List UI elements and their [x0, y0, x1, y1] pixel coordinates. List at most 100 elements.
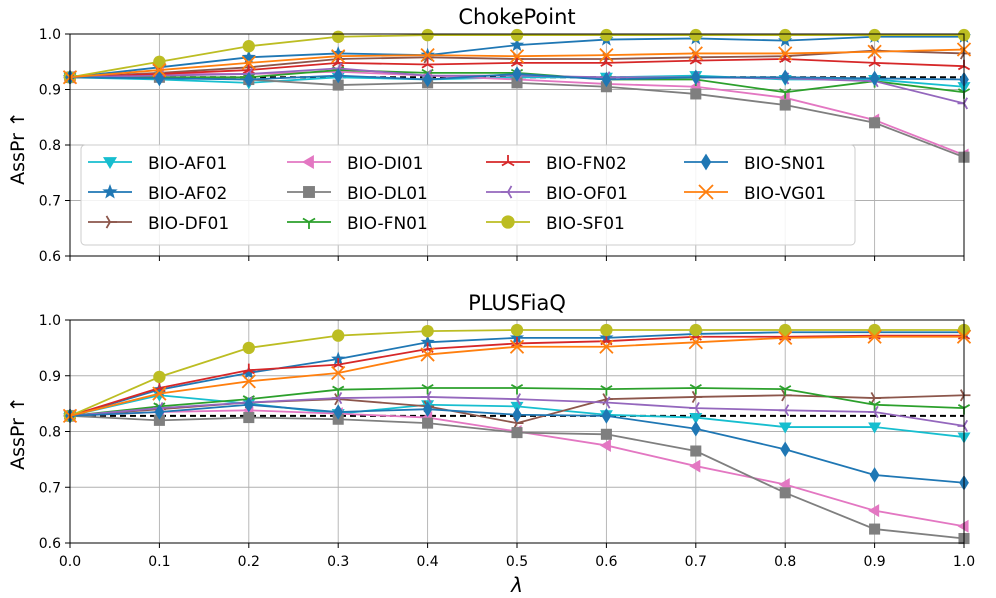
- legend-marker: [501, 185, 513, 199]
- data-point: [779, 99, 791, 111]
- x-tick-label: 0.9: [863, 554, 885, 570]
- data-point: [332, 329, 345, 342]
- data-point: [512, 66, 522, 82]
- y-tick-label: 0.9: [39, 83, 61, 99]
- data-point: [601, 71, 612, 88]
- legend-marker: [302, 217, 316, 229]
- legend-label: BIO-AF02: [148, 184, 227, 204]
- legend-box: [80, 144, 856, 246]
- data-point: [510, 383, 524, 395]
- legend-marker: [105, 215, 117, 229]
- legend-item: BIO-AF02: [88, 183, 227, 204]
- data-point: [690, 69, 701, 86]
- data-point: [332, 30, 345, 43]
- data-point: [689, 459, 701, 473]
- legend-label: BIO-FN02: [546, 154, 627, 174]
- data-point: [779, 28, 792, 42]
- data-point: [152, 386, 167, 401]
- data-point: [154, 70, 165, 87]
- x-tick-label: 0.1: [148, 554, 170, 570]
- series-bio-vg01: [62, 329, 972, 424]
- data-point: [153, 55, 166, 68]
- panel-title: PLUSFiaQ: [468, 291, 566, 315]
- series-bio-fn02: [63, 52, 971, 82]
- data-point: [243, 396, 254, 413]
- data-point: [868, 405, 879, 419]
- legend-label: BIO-SN01: [744, 154, 826, 174]
- y-axis-label: AssPr ↑: [7, 396, 29, 470]
- data-point: [779, 88, 792, 99]
- data-point: [599, 339, 614, 354]
- data-point: [600, 428, 612, 440]
- data-point: [600, 28, 613, 42]
- data-point: [778, 330, 793, 345]
- panel-plusfiaq: PLUSFiaQ AssPr ↑ 0.6 0.7 0.8 0.9 1.0 0.0 0.1 0.…: [7, 291, 975, 570]
- legend-marker: [698, 184, 714, 200]
- data-point: [421, 28, 434, 42]
- x-tick-label: 0.6: [595, 554, 617, 570]
- data-point: [243, 412, 255, 424]
- data-point: [241, 374, 256, 389]
- data-point: [241, 49, 256, 64]
- data-point: [420, 347, 435, 362]
- data-point: [421, 390, 432, 404]
- y-tick-label: 0.8: [39, 138, 61, 154]
- data-point: [690, 420, 701, 437]
- data-point: [778, 404, 790, 417]
- legend-item: BIO-DI01: [287, 154, 423, 174]
- y-tick-label: 1.0: [39, 313, 61, 329]
- series-bio-sf01: [63, 323, 971, 423]
- data-point: [153, 414, 165, 426]
- data-point: [510, 28, 524, 42]
- data-point: [869, 523, 881, 535]
- data-point: [957, 97, 969, 110]
- data-point: [780, 69, 791, 86]
- data-point: [689, 402, 700, 415]
- data-point: [957, 419, 969, 433]
- data-point: [331, 391, 343, 405]
- y-tick-label: 0.7: [39, 480, 61, 496]
- data-point: [868, 323, 881, 337]
- y-tick-label: 0.9: [39, 369, 61, 385]
- data-point: [780, 441, 791, 458]
- legend-item: BIO-AF01: [88, 154, 227, 174]
- data-point: [689, 383, 702, 395]
- legend-label: BIO-FN01: [347, 214, 428, 234]
- panel-title: ChokePoint: [458, 5, 575, 29]
- data-point: [689, 413, 703, 425]
- data-point: [242, 40, 255, 53]
- y-tick-label: 0.7: [39, 194, 61, 210]
- data-point: [241, 55, 256, 70]
- data-point: [778, 422, 792, 434]
- y-tick-label: 0.6: [39, 249, 61, 265]
- data-point: [691, 390, 703, 404]
- data-point: [333, 67, 344, 84]
- data-point: [333, 404, 344, 420]
- data-point: [599, 47, 614, 63]
- data-point: [779, 323, 792, 337]
- legend-label: BIO-SF01: [546, 214, 625, 234]
- legend-marker: [102, 183, 118, 199]
- data-point: [422, 71, 433, 88]
- legend-marker: [303, 186, 315, 198]
- data-point: [868, 400, 881, 412]
- legend-marker: [501, 155, 515, 167]
- data-point: [153, 370, 166, 384]
- data-point: [688, 46, 703, 61]
- legend-item: BIO-FN01: [287, 214, 428, 234]
- legend-label: BIO-DI01: [347, 154, 423, 174]
- data-point: [600, 56, 613, 67]
- y-tick-label: 1.0: [39, 27, 61, 43]
- x-tick-label: 0.2: [238, 554, 260, 570]
- x-tick-label: 0.0: [59, 554, 81, 570]
- data-point: [511, 77, 523, 89]
- series-bio-sf01: [63, 28, 971, 84]
- data-point: [420, 334, 435, 349]
- legend-item: BIO-FN02: [486, 154, 627, 174]
- legend-marker: [700, 153, 712, 171]
- legend-item: BIO-OF01: [486, 184, 628, 204]
- data-point: [599, 396, 611, 409]
- y-tick-label: 0.8: [39, 425, 61, 441]
- legend-item: BIO-SN01: [684, 153, 826, 174]
- data-point: [510, 393, 522, 406]
